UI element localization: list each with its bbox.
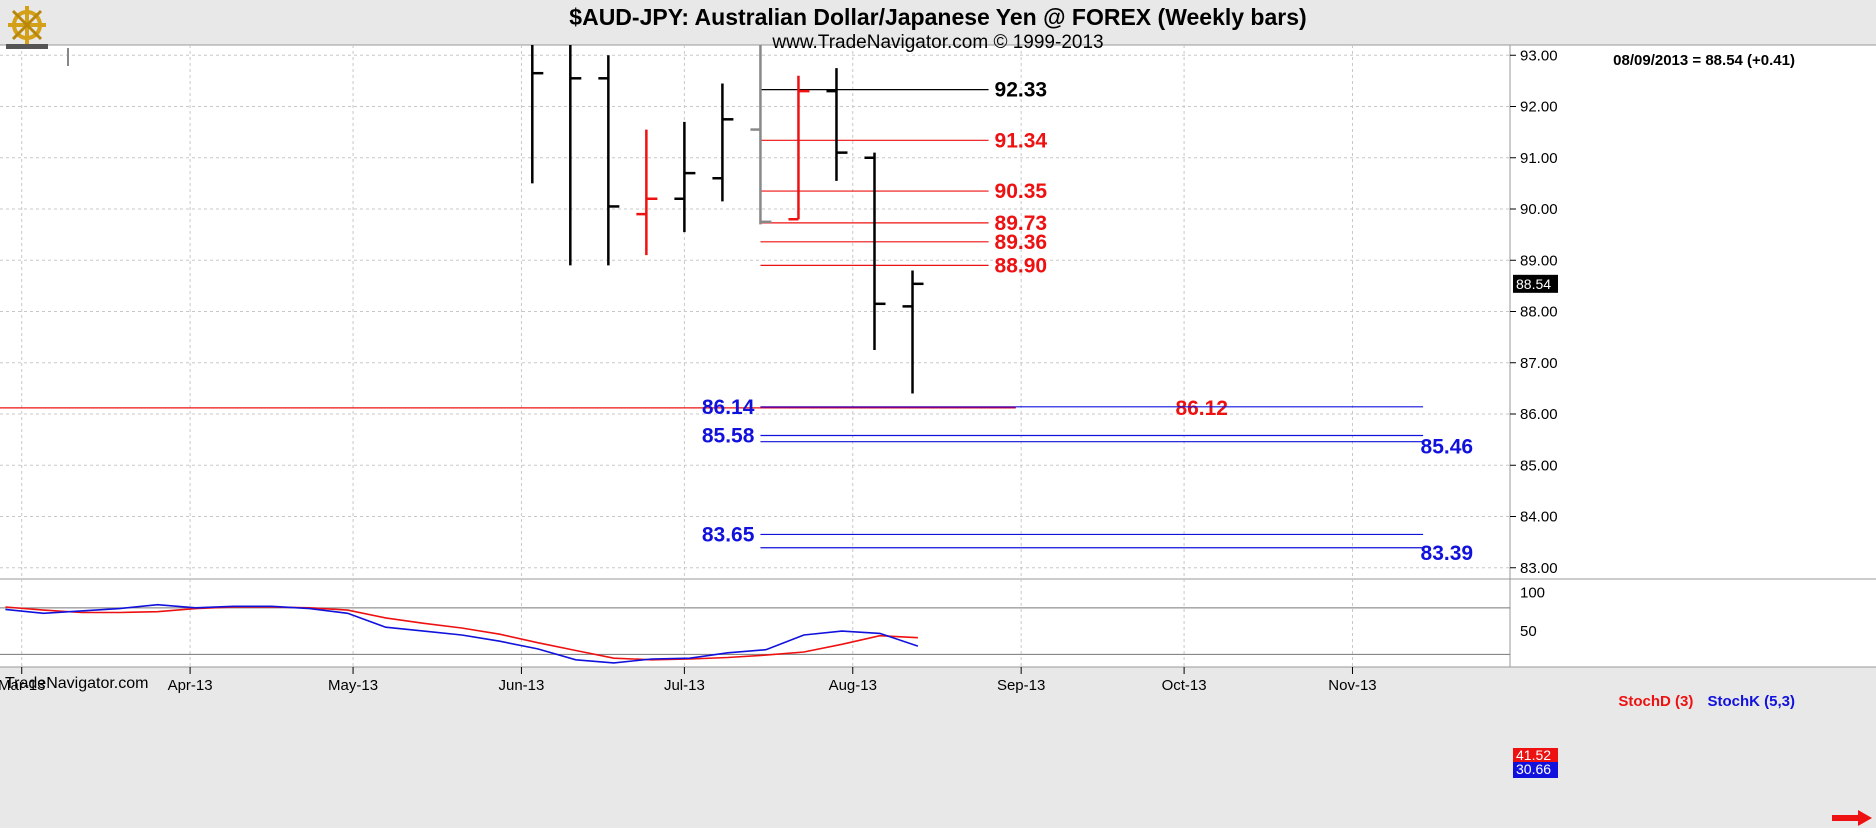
level-label: 83.39 (1421, 542, 1474, 565)
stochk-value-tag: 30.66 (1516, 761, 1551, 777)
price-tick-label: 85.00 (1520, 457, 1558, 474)
price-tick-label: 84.00 (1520, 509, 1558, 526)
level-label: 89.73 (995, 212, 1048, 235)
watermark-label: TradeNavigator.com (5, 675, 149, 692)
ohlc-bars (531, 45, 924, 394)
price-tick-label: 93.00 (1520, 47, 1558, 64)
level-label: 89.36 (995, 231, 1048, 254)
level-label: 86.12 (1175, 397, 1228, 420)
stoch-tick-label: 100 (1520, 584, 1545, 601)
last-price-tag: 88.54 (1516, 276, 1551, 292)
date-tick-label: Aug-13 (829, 677, 877, 694)
date-axis-band (0, 667, 1876, 828)
stochd-line (5, 606, 918, 661)
date-tick-label: Mar-13 (0, 677, 45, 694)
date-tick-label: Apr-13 (168, 677, 213, 694)
last-quote-label: 08/09/2013 = 88.54 (+0.41) (1613, 52, 1795, 69)
level-label: 88.90 (995, 254, 1048, 277)
stochd-value-tag: 41.52 (1516, 747, 1551, 763)
date-tick-label: Sep-13 (997, 677, 1045, 694)
price-tick-label: 92.00 (1520, 99, 1558, 116)
price-tick-label: 86.00 (1520, 406, 1558, 423)
level-label: 92.33 (995, 79, 1048, 102)
stoch-value-tag-bg (1513, 748, 1558, 764)
date-tick-label: Oct-13 (1162, 677, 1207, 694)
level-label: 86.14 (702, 396, 755, 419)
date-tick-label: Jul-13 (664, 677, 705, 694)
price-axis-band (1510, 45, 1876, 667)
last-price-tag-bg (1513, 274, 1558, 293)
level-label: 85.58 (702, 425, 755, 448)
legend-stochk: StochK (5,3) (1707, 693, 1795, 710)
date-tick-label: Jun-13 (499, 677, 545, 694)
chart-subtitle: www.TradeNavigator.com © 1999-2013 (772, 32, 1104, 53)
price-tick-label: 83.00 (1520, 560, 1558, 577)
stoch-value-tag-bg (1513, 762, 1558, 778)
stochastic-legend: StochD (3) StochK (5,3) (1618, 693, 1795, 710)
price-tick-label: 90.00 (1520, 201, 1558, 218)
level-label: 83.65 (702, 523, 755, 546)
level-label: 85.46 (1421, 436, 1474, 459)
trade-navigator-logo (6, 6, 48, 49)
date-tick-label: Nov-13 (1328, 677, 1376, 694)
legend-stochd: StochD (3) (1618, 693, 1694, 710)
level-label: 90.35 (995, 180, 1048, 203)
stoch-tick-label: 50 (1520, 623, 1537, 640)
header-band (0, 0, 1876, 45)
chart-title: $AUD-JPY: Australian Dollar/Japanese Yen… (569, 4, 1307, 30)
scroll-forward-arrow-icon[interactable] (1832, 810, 1872, 826)
price-tick-label: 89.00 (1520, 252, 1558, 269)
level-label: 91.34 (995, 129, 1048, 152)
date-tick-label: May-13 (328, 677, 378, 694)
price-tick-label: 91.00 (1520, 150, 1558, 167)
price-tick-label: 88.00 (1520, 304, 1558, 321)
price-tick-label: 87.00 (1520, 355, 1558, 372)
stochk-line (5, 603, 919, 664)
